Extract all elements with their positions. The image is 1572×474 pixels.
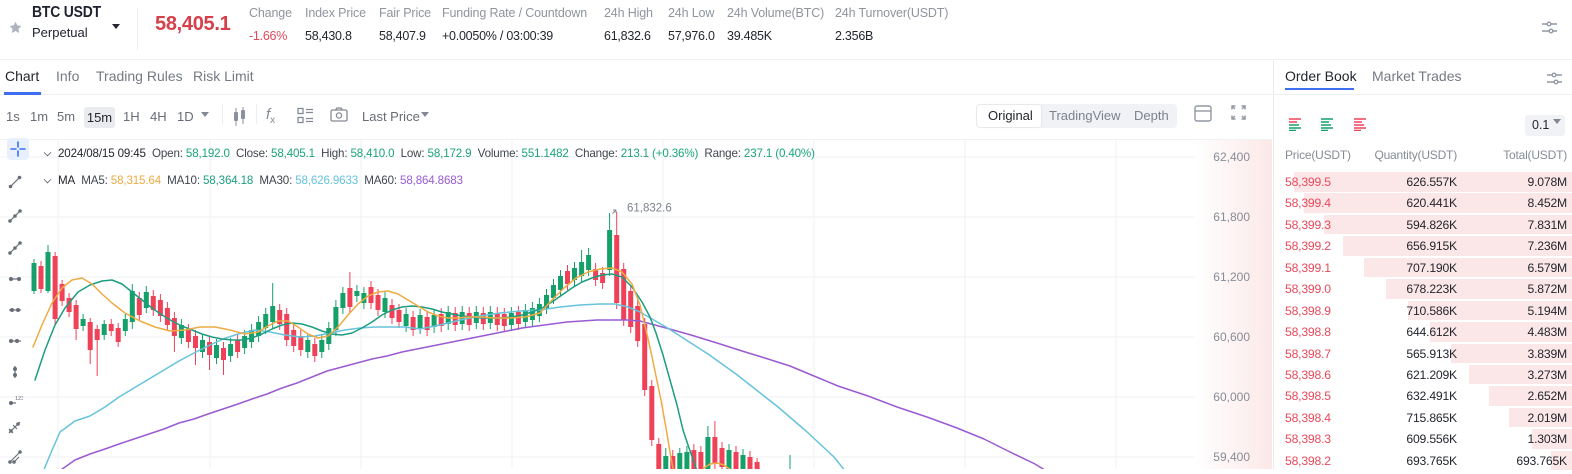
svg-text:123: 123 <box>15 396 23 402</box>
svg-text:61,200: 61,200 <box>1213 270 1250 284</box>
svg-text:61,800: 61,800 <box>1213 210 1250 224</box>
svg-text:60,000: 60,000 <box>1213 390 1250 404</box>
svg-text:59,400: 59,400 <box>1213 450 1250 464</box>
svg-text:62,400: 62,400 <box>1213 150 1250 164</box>
svg-text:61,832.6: 61,832.6 <box>627 203 672 215</box>
svg-text:60,600: 60,600 <box>1213 330 1250 344</box>
